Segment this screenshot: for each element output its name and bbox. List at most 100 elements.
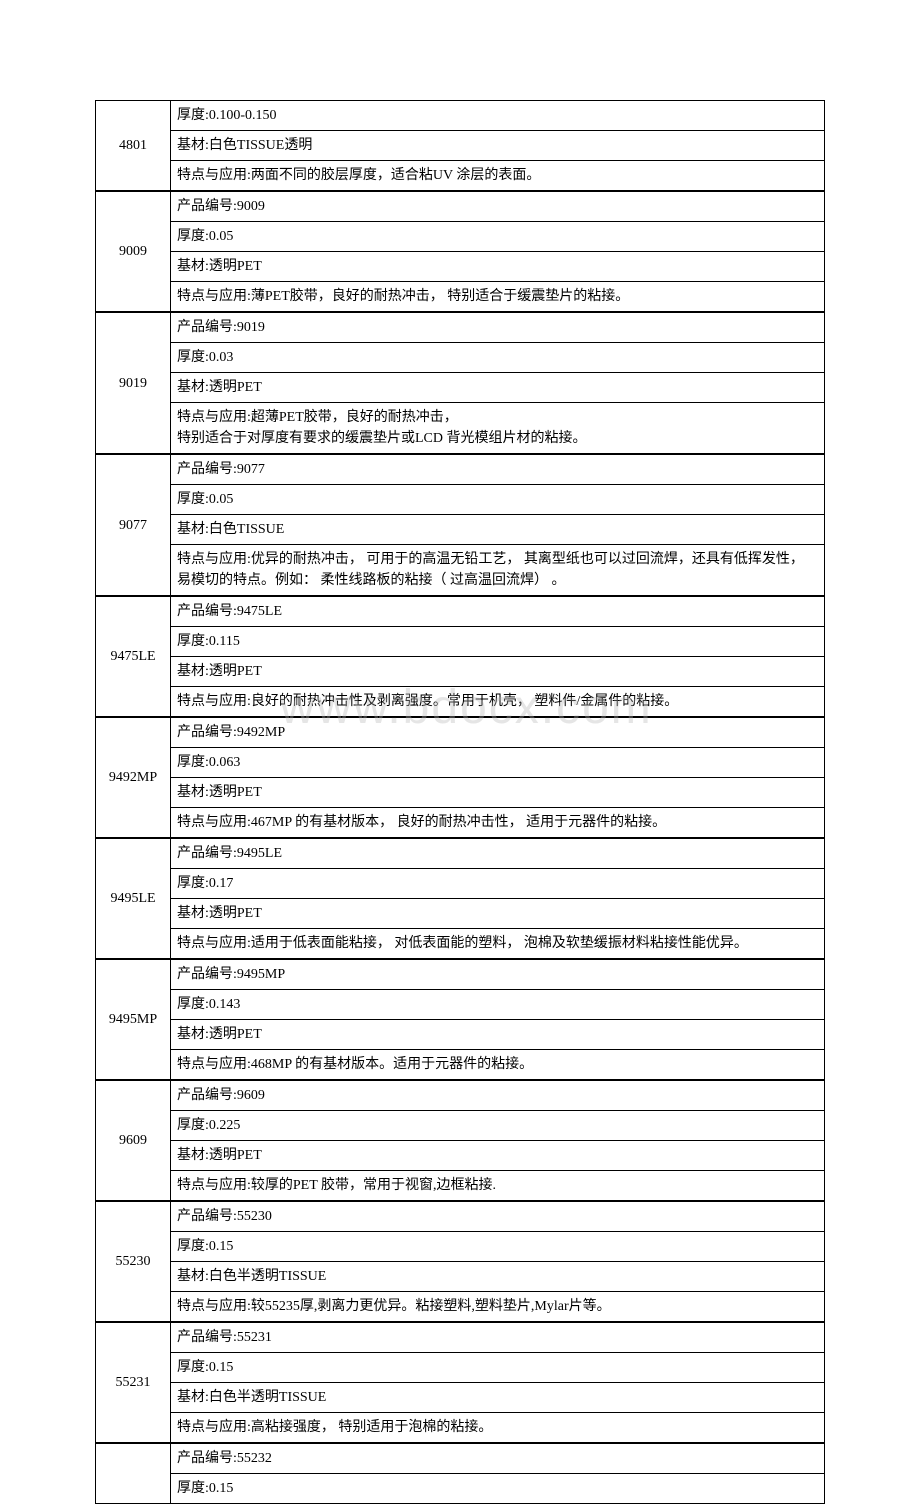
product-id-cell: 4801 — [96, 101, 171, 192]
product-detail-cell: 基材:白色TISSUE — [171, 515, 825, 545]
product-detail-cell: 厚度:0.225 — [171, 1111, 825, 1141]
product-detail-cell: 产品编号:9495MP — [171, 959, 825, 990]
table-row: 9077产品编号:9077 — [96, 454, 825, 485]
product-detail-cell: 产品编号:9077 — [171, 454, 825, 485]
product-detail-cell: 基材:透明PET — [171, 1141, 825, 1171]
table-row: 9475LE产品编号:9475LE — [96, 596, 825, 627]
table-row: 基材:白色TISSUE — [96, 515, 825, 545]
table-row: 9019产品编号:9019 — [96, 312, 825, 343]
table-row: 基材:白色半透明TISSUE — [96, 1262, 825, 1292]
table-row: 基材:透明PET — [96, 657, 825, 687]
table-row: 特点与应用:较55235厚,剥离力更优异。粘接塑料,塑料垫片,Mylar片等。 — [96, 1292, 825, 1323]
table-row: 基材:白色TISSUE透明 — [96, 131, 825, 161]
table-row: 基材:透明PET — [96, 252, 825, 282]
table-row: 基材:透明PET — [96, 899, 825, 929]
product-detail-cell: 厚度:0.15 — [171, 1232, 825, 1262]
product-id-cell: 9495LE — [96, 838, 171, 959]
product-detail-cell: 产品编号:9609 — [171, 1080, 825, 1111]
table-row: 特点与应用:较厚的PET 胶带，常用于视窗,边框粘接. — [96, 1171, 825, 1202]
product-detail-cell: 特点与应用:良好的耐热冲击性及剥离强度。常用于机壳， 塑料件/金属件的粘接。 — [171, 687, 825, 718]
product-detail-cell: 特点与应用:468MP 的有基材版本。适用于元器件的粘接。 — [171, 1050, 825, 1081]
product-detail-cell: 厚度:0.05 — [171, 222, 825, 252]
table-row: 9009产品编号:9009 — [96, 191, 825, 222]
table-row: 基材:透明PET — [96, 1141, 825, 1171]
table-row: 厚度:0.15 — [96, 1474, 825, 1504]
product-detail-cell: 产品编号:9475LE — [171, 596, 825, 627]
table-row: 4801厚度:0.100-0.150 — [96, 101, 825, 131]
product-detail-cell: 基材:透明PET — [171, 1020, 825, 1050]
product-detail-cell: 特点与应用:适用于低表面能粘接， 对低表面能的塑料， 泡棉及软垫缓振材料粘接性能… — [171, 929, 825, 960]
table-row: 特点与应用:优异的耐热冲击， 可用于的高温无铅工艺， 其离型纸也可以过回流焊，还… — [96, 545, 825, 597]
product-detail-cell: 厚度:0.15 — [171, 1474, 825, 1504]
product-id-cell: 9492MP — [96, 717, 171, 838]
table-row: 特点与应用:468MP 的有基材版本。适用于元器件的粘接。 — [96, 1050, 825, 1081]
table-row: 9495MP产品编号:9495MP — [96, 959, 825, 990]
table-row: 9492MP产品编号:9492MP — [96, 717, 825, 748]
product-id-cell: 55231 — [96, 1322, 171, 1443]
product-detail-cell: 厚度:0.03 — [171, 343, 825, 373]
product-id-cell: 9019 — [96, 312, 171, 454]
product-detail-cell: 厚度:0.17 — [171, 869, 825, 899]
product-detail-cell: 基材:白色TISSUE透明 — [171, 131, 825, 161]
product-detail-cell: 厚度:0.063 — [171, 748, 825, 778]
product-detail-cell: 厚度:0.143 — [171, 990, 825, 1020]
product-detail-cell: 基材:白色半透明TISSUE — [171, 1383, 825, 1413]
product-id-cell: 9475LE — [96, 596, 171, 717]
product-detail-cell: 特点与应用:超薄PET胶带，良好的耐热冲击，特别适合于对厚度有要求的缓震垫片或L… — [171, 403, 825, 455]
product-id-cell: 9495MP — [96, 959, 171, 1080]
product-detail-cell: 特点与应用:优异的耐热冲击， 可用于的高温无铅工艺， 其离型纸也可以过回流焊，还… — [171, 545, 825, 597]
table-row: 特点与应用:良好的耐热冲击性及剥离强度。常用于机壳， 塑料件/金属件的粘接。 — [96, 687, 825, 718]
table-row: 厚度:0.05 — [96, 485, 825, 515]
product-detail-cell: 特点与应用:467MP 的有基材版本， 良好的耐热冲击性， 适用于元器件的粘接。 — [171, 808, 825, 839]
product-detail-cell: 基材:白色半透明TISSUE — [171, 1262, 825, 1292]
table-row: 厚度:0.063 — [96, 748, 825, 778]
table-row: 55230产品编号:55230 — [96, 1201, 825, 1232]
product-id-cell: 9077 — [96, 454, 171, 596]
product-detail-cell: 基材:透明PET — [171, 657, 825, 687]
product-detail-cell: 产品编号:9009 — [171, 191, 825, 222]
table-row: 厚度:0.115 — [96, 627, 825, 657]
table-row: 特点与应用:467MP 的有基材版本， 良好的耐热冲击性， 适用于元器件的粘接。 — [96, 808, 825, 839]
table-row: 基材:透明PET — [96, 373, 825, 403]
table-row: 厚度:0.143 — [96, 990, 825, 1020]
product-detail-cell: 厚度:0.15 — [171, 1353, 825, 1383]
table-row: 产品编号:55232 — [96, 1443, 825, 1474]
product-detail-cell: 产品编号:55230 — [171, 1201, 825, 1232]
table-row: 55231产品编号:55231 — [96, 1322, 825, 1353]
table-row: 厚度:0.03 — [96, 343, 825, 373]
table-row: 特点与应用:薄PET胶带，良好的耐热冲击， 特别适合于缓震垫片的粘接。 — [96, 282, 825, 313]
product-id-cell: 9609 — [96, 1080, 171, 1201]
table-row: 厚度:0.05 — [96, 222, 825, 252]
table-row: 特点与应用:高粘接强度， 特别适用于泡棉的粘接。 — [96, 1413, 825, 1444]
product-detail-cell: 产品编号:55231 — [171, 1322, 825, 1353]
table-row: 基材:白色半透明TISSUE — [96, 1383, 825, 1413]
product-detail-cell: 厚度:0.05 — [171, 485, 825, 515]
table-row: 厚度:0.15 — [96, 1232, 825, 1262]
product-detail-cell: 产品编号:55232 — [171, 1443, 825, 1474]
table-row: 特点与应用:适用于低表面能粘接， 对低表面能的塑料， 泡棉及软垫缓振材料粘接性能… — [96, 929, 825, 960]
table-row: 厚度:0.225 — [96, 1111, 825, 1141]
product-spec-table: 4801厚度:0.100-0.150基材:白色TISSUE透明特点与应用:两面不… — [95, 100, 825, 1504]
table-row: 特点与应用:超薄PET胶带，良好的耐热冲击，特别适合于对厚度有要求的缓震垫片或L… — [96, 403, 825, 455]
table-row: 厚度:0.15 — [96, 1353, 825, 1383]
product-detail-cell: 基材:透明PET — [171, 778, 825, 808]
product-id-cell: 9009 — [96, 191, 171, 312]
table-row: 厚度:0.17 — [96, 869, 825, 899]
product-detail-cell: 基材:透明PET — [171, 252, 825, 282]
product-id-cell — [96, 1443, 171, 1504]
product-detail-cell: 特点与应用:薄PET胶带，良好的耐热冲击， 特别适合于缓震垫片的粘接。 — [171, 282, 825, 313]
table-row: 9609产品编号:9609 — [96, 1080, 825, 1111]
product-detail-cell: 产品编号:9495LE — [171, 838, 825, 869]
table-row: 特点与应用:两面不同的胶层厚度，适合粘UV 涂层的表面。 — [96, 161, 825, 192]
product-detail-cell: 特点与应用:高粘接强度， 特别适用于泡棉的粘接。 — [171, 1413, 825, 1444]
product-detail-cell: 厚度:0.100-0.150 — [171, 101, 825, 131]
table-row: 基材:透明PET — [96, 778, 825, 808]
product-detail-cell: 基材:透明PET — [171, 373, 825, 403]
product-detail-cell: 特点与应用:较厚的PET 胶带，常用于视窗,边框粘接. — [171, 1171, 825, 1202]
product-id-cell: 55230 — [96, 1201, 171, 1322]
table-row: 基材:透明PET — [96, 1020, 825, 1050]
table-row: 9495LE产品编号:9495LE — [96, 838, 825, 869]
product-detail-cell: 特点与应用:较55235厚,剥离力更优异。粘接塑料,塑料垫片,Mylar片等。 — [171, 1292, 825, 1323]
product-detail-cell: 基材:透明PET — [171, 899, 825, 929]
product-detail-cell: 特点与应用:两面不同的胶层厚度，适合粘UV 涂层的表面。 — [171, 161, 825, 192]
